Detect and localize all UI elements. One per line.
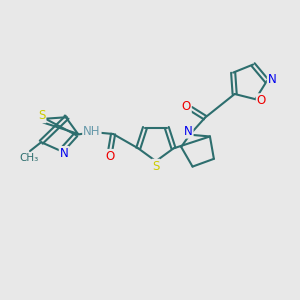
Text: S: S bbox=[38, 109, 46, 122]
Text: NH: NH bbox=[83, 124, 100, 137]
Text: S: S bbox=[152, 160, 160, 173]
Text: N: N bbox=[60, 147, 68, 160]
Text: N: N bbox=[268, 73, 277, 86]
Text: N: N bbox=[184, 125, 193, 138]
Text: CH₃: CH₃ bbox=[19, 152, 38, 163]
Text: O: O bbox=[106, 150, 115, 163]
Text: O: O bbox=[182, 100, 191, 113]
Text: O: O bbox=[257, 94, 266, 107]
